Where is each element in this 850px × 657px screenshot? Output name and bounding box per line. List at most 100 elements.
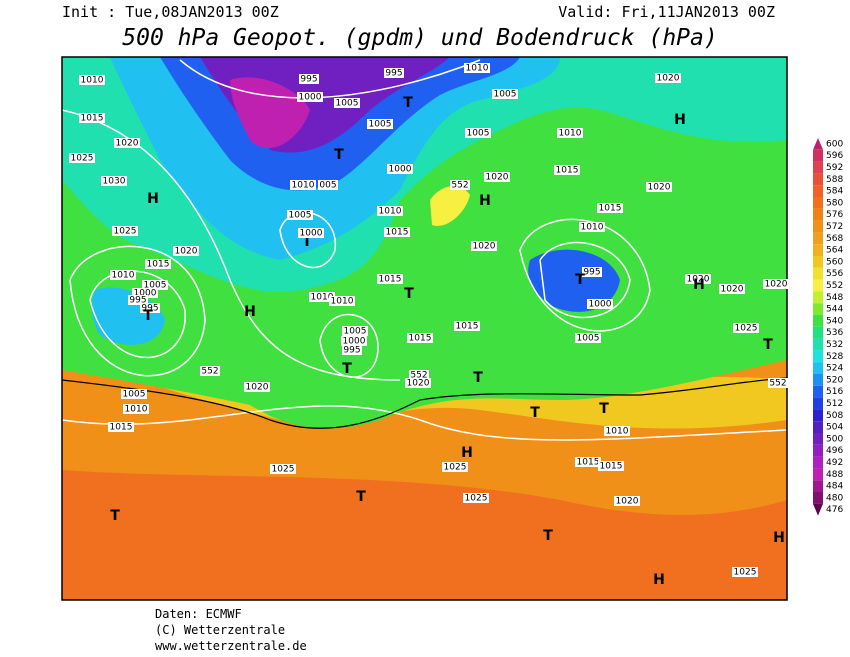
isobar-label: 1010 bbox=[292, 181, 315, 191]
label-box bbox=[614, 496, 640, 506]
colorbar-swatch bbox=[813, 397, 823, 410]
colorbar-label: 504 bbox=[826, 423, 843, 433]
pressure-center: T bbox=[575, 272, 585, 288]
isobar-label: 1025 bbox=[114, 227, 137, 237]
isobar-label: 1005 bbox=[336, 99, 359, 109]
pressure-center: T bbox=[143, 308, 153, 324]
isobar-label: 1010 bbox=[112, 271, 135, 281]
isobar-label: 1020 bbox=[175, 247, 198, 257]
pressure-center: H bbox=[244, 304, 256, 320]
isobar-label: 1020 bbox=[116, 139, 139, 149]
isobar-label: 1015 bbox=[147, 260, 170, 270]
pressure-center: T bbox=[403, 95, 413, 111]
label-box bbox=[685, 274, 711, 284]
colorbar-label: 580 bbox=[826, 198, 843, 208]
isobar-label: 1005 bbox=[289, 211, 312, 221]
colorbar-swatch bbox=[813, 291, 823, 304]
colorbar-label: 500 bbox=[826, 434, 843, 444]
label-box bbox=[463, 493, 489, 503]
isobar-label: 1010 bbox=[311, 293, 334, 303]
colorbar-label: 524 bbox=[826, 364, 843, 374]
label-box bbox=[367, 119, 393, 129]
label-box bbox=[575, 333, 601, 343]
label-box bbox=[384, 68, 404, 78]
label-box bbox=[598, 461, 624, 471]
pressure-center: T bbox=[404, 286, 414, 302]
label-box bbox=[387, 164, 413, 174]
isobar-label: 1025 bbox=[272, 465, 295, 475]
label-box bbox=[492, 89, 518, 99]
colorbar-swatch bbox=[813, 185, 823, 197]
label-box bbox=[69, 153, 95, 163]
colorbar-label: 552 bbox=[826, 281, 843, 291]
label-box bbox=[290, 180, 316, 190]
map-frame bbox=[61, 56, 788, 601]
colorbar-label: 584 bbox=[826, 187, 843, 197]
label-box bbox=[454, 321, 480, 331]
isobar-label: 1010 bbox=[331, 297, 354, 307]
colorbar-label: 532 bbox=[826, 340, 843, 350]
colorbar-swatch bbox=[813, 444, 823, 457]
colorbar-swatch bbox=[813, 468, 823, 481]
label-box bbox=[465, 128, 491, 138]
label-box bbox=[101, 176, 127, 186]
pressure-center: H bbox=[693, 277, 705, 293]
label-box bbox=[297, 92, 323, 102]
colorbar-swatch bbox=[813, 267, 823, 280]
label-box bbox=[298, 228, 324, 238]
isobar-label: 1015 bbox=[110, 423, 133, 433]
colorbar-swatch bbox=[813, 433, 823, 445]
colorbar-label: 480 bbox=[826, 493, 843, 503]
isobar-label: 1020 bbox=[687, 275, 710, 285]
isobar-label: 1025 bbox=[465, 494, 488, 504]
isobar-label: 1010 bbox=[379, 207, 402, 217]
label-box bbox=[450, 180, 470, 190]
isobar-label: 1025 bbox=[71, 154, 94, 164]
isobar-label: 552 bbox=[769, 379, 786, 389]
colorbar-swatch bbox=[813, 161, 823, 174]
colorbar-arrow bbox=[813, 503, 823, 516]
colorbar-swatch bbox=[813, 480, 823, 492]
label-box bbox=[309, 292, 335, 302]
colorbar-label: 560 bbox=[826, 257, 843, 267]
isobar-label: 1010 bbox=[581, 223, 604, 233]
colorbar-label: 536 bbox=[826, 328, 843, 338]
pressure-center: H bbox=[653, 572, 665, 588]
isobar-label: 1020 bbox=[657, 74, 680, 84]
label-box bbox=[554, 165, 580, 175]
label-box bbox=[287, 210, 313, 220]
label-box bbox=[114, 138, 140, 148]
pressure-center: H bbox=[479, 193, 491, 209]
colorbar-label: 576 bbox=[826, 210, 843, 220]
colorbar-label: 512 bbox=[826, 399, 843, 409]
pressure-center: T bbox=[342, 361, 352, 377]
label-box bbox=[384, 227, 410, 237]
isobar-label: 1005 bbox=[369, 120, 392, 130]
label-box bbox=[342, 326, 368, 336]
label-box bbox=[110, 270, 136, 280]
label-box bbox=[377, 274, 403, 284]
isobar-label: 552 bbox=[201, 367, 218, 377]
isobar-label: 1010 bbox=[81, 76, 104, 86]
label-box bbox=[719, 284, 745, 294]
pressure-center: H bbox=[461, 445, 473, 461]
colorbar-swatch bbox=[813, 350, 823, 363]
pressure-center: T bbox=[356, 489, 366, 505]
colorbar-swatch bbox=[813, 421, 823, 433]
isobar-label: 1015 bbox=[379, 275, 402, 285]
colorbar-label: 540 bbox=[826, 316, 843, 326]
colorbar-swatch bbox=[813, 197, 823, 209]
colorbar-label: 548 bbox=[826, 293, 843, 303]
isobar-label: 1025 bbox=[734, 568, 757, 578]
isobar-label: 1010 bbox=[606, 427, 629, 437]
isobar-label: 1005 bbox=[467, 129, 490, 139]
footer-url: www.wetterzentrale.de bbox=[155, 639, 307, 653]
label-box bbox=[173, 246, 199, 256]
label-box bbox=[342, 345, 362, 355]
colorbar-label: 476 bbox=[826, 505, 843, 515]
isobar-label: 1030 bbox=[103, 177, 126, 187]
isobar-label: 1020 bbox=[648, 183, 671, 193]
isobar-label: 1015 bbox=[556, 166, 579, 176]
isobar-label: 005 bbox=[319, 181, 336, 191]
